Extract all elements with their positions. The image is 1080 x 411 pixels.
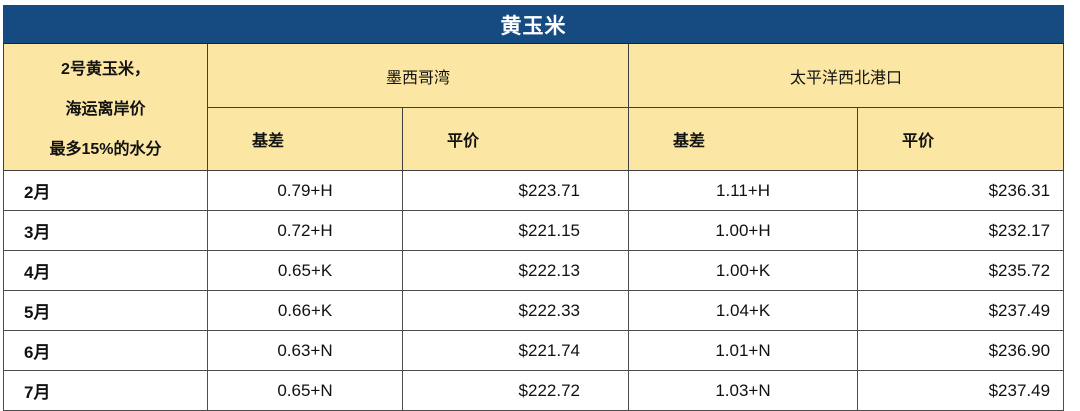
table-row-feb: 2月 0.79+H $223.71 1.11+H $236.31	[3, 170, 1065, 211]
gulf-price-value: $221.74	[402, 330, 629, 371]
pnw-basis-value: 1.04+K	[628, 290, 858, 331]
gulf-price-value: $222.72	[402, 370, 629, 411]
product-info-line-2: 海运离岸价	[65, 101, 146, 118]
table-title: 黄玉米	[2, 5, 1065, 44]
table-title-row: 黄玉米	[2, 5, 1065, 44]
month-label: 7月	[3, 370, 208, 411]
col-header-gulf-basis: 基差	[207, 107, 403, 171]
month-label: 3月	[3, 210, 208, 251]
sub-header-row: 基差 平价 基差 平价	[4, 107, 1065, 171]
month-label: 4月	[3, 250, 208, 291]
gulf-price-value: $221.15	[402, 210, 629, 251]
product-info-cell: 2号黄玉米， 海运离岸价 最多15%的水分	[3, 43, 208, 171]
price-table-sheet: 黄玉米 2号黄玉米， 海运离岸价 最多15%的水分 墨西哥湾 太平洋西北港口 基…	[2, 5, 1065, 411]
gulf-price-value: $222.33	[402, 290, 629, 331]
pnw-basis-value: 1.03+N	[628, 370, 858, 411]
month-label: 5月	[3, 290, 208, 331]
table-row-may: 5月 0.66+K $222.33 1.04+K $237.49	[3, 290, 1065, 331]
corn-price-table: 黄玉米 2号黄玉米， 海运离岸价 最多15%的水分 墨西哥湾 太平洋西北港口 基…	[2, 5, 1065, 411]
gulf-basis-value: 0.66+K	[207, 290, 403, 331]
group-header-row: 2号黄玉米， 海运离岸价 最多15%的水分 墨西哥湾 太平洋西北港口	[3, 42, 1065, 171]
gulf-price-value: $223.71	[402, 170, 629, 211]
month-label: 2月	[3, 170, 208, 211]
pnw-basis-value: 1.00+K	[628, 250, 858, 291]
col-header-pnw-basis: 基差	[628, 107, 858, 171]
pnw-price-value: $232.17	[856, 210, 1065, 251]
gulf-basis-value: 0.65+K	[207, 250, 403, 291]
table-row-jun: 6月 0.63+N $221.74 1.01+N $236.90	[3, 330, 1065, 371]
pnw-basis-value: 1.11+H	[628, 170, 858, 211]
pnw-basis-value: 1.00+H	[628, 210, 858, 251]
pnw-price-value: $237.49	[856, 370, 1065, 411]
month-label: 6月	[3, 330, 208, 371]
table-row-mar: 3月 0.72+H $221.15 1.00+H $232.17	[3, 210, 1065, 251]
product-info-line-1: 2号黄玉米，	[61, 61, 150, 78]
pnw-price-value: $236.90	[856, 330, 1065, 371]
gulf-price-value: $222.13	[402, 250, 629, 291]
pnw-price-value: $237.49	[856, 290, 1065, 331]
gulf-basis-value: 0.63+N	[207, 330, 403, 371]
pnw-price-value: $236.31	[856, 170, 1065, 211]
product-info-line-3: 最多15%的水分	[49, 141, 162, 158]
gulf-basis-value: 0.65+N	[207, 370, 403, 411]
group-header-pnw: 太平洋西北港口	[627, 42, 1065, 109]
pnw-price-value: $235.72	[856, 250, 1065, 291]
table-row-jul: 7月 0.65+N $222.72 1.03+N $237.49	[3, 370, 1065, 411]
gulf-basis-value: 0.72+H	[207, 210, 403, 251]
table-row-apr: 4月 0.65+K $222.13 1.00+K $235.72	[3, 250, 1065, 291]
col-header-gulf-price: 平价	[402, 107, 629, 171]
gulf-basis-value: 0.79+H	[207, 170, 403, 211]
col-header-pnw-price: 平价	[856, 107, 1065, 171]
group-header-gulf: 墨西哥湾	[207, 42, 629, 109]
pnw-basis-value: 1.01+N	[628, 330, 858, 371]
